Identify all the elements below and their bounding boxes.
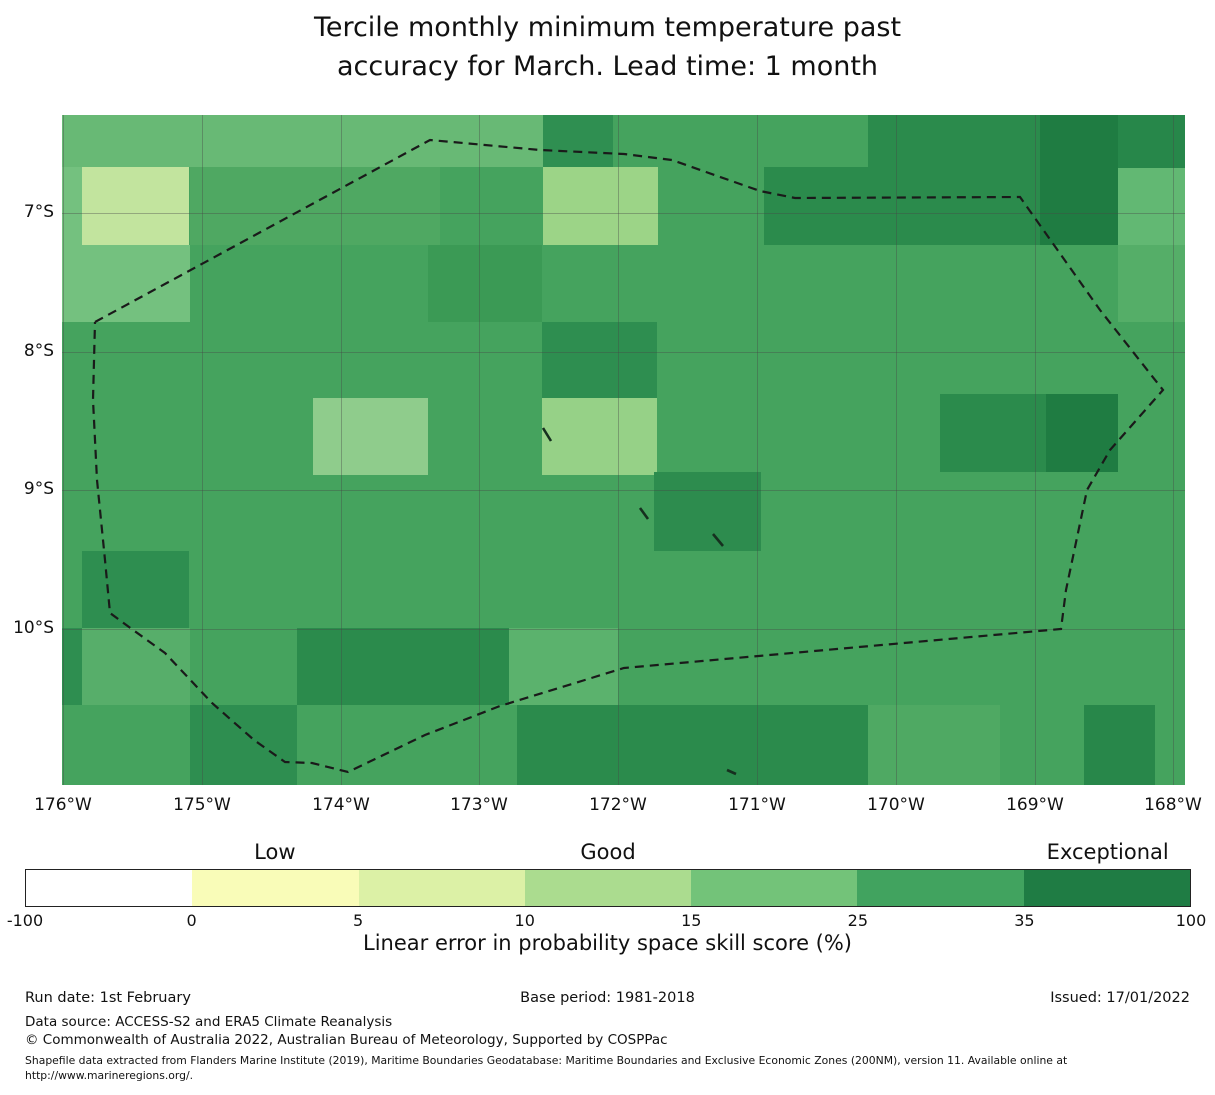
x-tick-label: 168°W xyxy=(1144,795,1202,815)
skill-cell xyxy=(297,628,509,705)
skill-cell xyxy=(1046,394,1118,472)
skill-cell xyxy=(82,551,189,628)
latitude-gridline xyxy=(62,490,1185,491)
y-tick-label: 8°S xyxy=(23,341,54,361)
skill-cell xyxy=(1118,168,1185,245)
footer-row: Run date: 1st February Base period: 1981… xyxy=(25,990,1190,1010)
colorbar-segment xyxy=(857,870,1024,906)
skill-cell xyxy=(542,398,657,475)
data-source-text: Data source: ACCESS-S2 and ERA5 Climate … xyxy=(25,1014,393,1030)
skill-cell xyxy=(868,705,1000,785)
map-area: 176°W 175°W 174°W 173°W 172°W 171°W 170°W 169°W… xyxy=(13,115,1202,815)
skill-cell xyxy=(62,628,82,705)
x-tick-label: 174°W xyxy=(312,795,370,815)
longitude-gridline xyxy=(896,115,897,785)
shapefile-note-text: Shapefile data extracted from Flanders M… xyxy=(25,1054,1068,1082)
longitude-gridline xyxy=(1173,115,1174,785)
x-tick-label: 169°W xyxy=(1006,795,1064,815)
skill-cell xyxy=(62,115,543,167)
colorbar-segment xyxy=(524,870,692,906)
y-tick-label: 10°S xyxy=(13,618,54,638)
x-tick-label: 171°W xyxy=(728,795,786,815)
skill-cell xyxy=(1118,245,1185,322)
x-tick-label: 170°W xyxy=(867,795,925,815)
skill-cell xyxy=(654,472,761,551)
skill-cell xyxy=(313,398,428,475)
map-canvas xyxy=(62,115,1185,785)
x-tick-label: 173°W xyxy=(450,795,508,815)
skill-cell xyxy=(543,115,613,167)
x-tick-label: 172°W xyxy=(589,795,647,815)
colorbar-tick-label: 0 xyxy=(186,911,197,930)
issued-text: Issued: 17/01/2022 xyxy=(1050,990,1190,1006)
longitude-gridline xyxy=(63,115,64,785)
skill-cell xyxy=(509,628,618,705)
colorbar-tick-label: 10 xyxy=(514,911,535,930)
colorbar-segment xyxy=(358,870,525,906)
colorbar-segment xyxy=(192,870,359,906)
colorbar-segment xyxy=(691,870,858,906)
skill-cell xyxy=(82,245,190,322)
figure-title: Tercile monthly minimum temperature past… xyxy=(0,8,1215,86)
longitude-gridline xyxy=(1035,115,1036,785)
colorbar-segment xyxy=(26,870,193,906)
skill-cell xyxy=(82,628,190,705)
colorbar-tick-labels: -100 0 5 10 15 25 35 100 xyxy=(7,911,1206,931)
colorbar-category-label: Exceptional xyxy=(1046,840,1169,864)
skill-cell xyxy=(764,167,1040,245)
longitude-gridline xyxy=(757,115,758,785)
run-date-text: Run date: 1st February xyxy=(25,990,191,1006)
figure-title-line2: accuracy for March. Lead time: 1 month xyxy=(336,51,879,83)
skill-cell xyxy=(190,167,440,245)
figure-title-line1: Tercile monthly minimum temperature past xyxy=(313,12,902,43)
skill-cell xyxy=(62,167,82,322)
colorbar-tick-label: 35 xyxy=(1014,911,1035,930)
skill-cell xyxy=(82,167,189,245)
skill-cell xyxy=(940,394,1046,472)
x-tick-label: 175°W xyxy=(173,795,231,815)
longitude-gridline xyxy=(341,115,342,785)
colorbar-tick-label: 100 xyxy=(1175,911,1207,930)
skill-cell xyxy=(542,322,657,398)
skill-cell xyxy=(190,705,297,785)
skill-cell xyxy=(868,115,1040,167)
colorbar-tick-label: 15 xyxy=(681,911,702,930)
colorbar xyxy=(25,869,1191,907)
colorbar-category-labels: Low Good Exceptional xyxy=(25,840,1191,866)
colorbar-category-label: Good xyxy=(580,840,636,864)
skill-cell xyxy=(1040,115,1118,245)
latitude-gridline xyxy=(62,352,1185,353)
colorbar-tick-label: 25 xyxy=(847,911,869,930)
colorbar-tick-label: 5 xyxy=(353,911,364,930)
x-tick-label: 176°W xyxy=(34,795,92,815)
longitude-gridline xyxy=(618,115,619,785)
y-tick-label: 9°S xyxy=(23,479,54,499)
longitude-gridline xyxy=(202,115,203,785)
skill-cell xyxy=(1084,705,1155,785)
colorbar-axis-label: Linear error in probability space skill … xyxy=(363,931,852,955)
skill-cell xyxy=(543,167,658,245)
skill-cell xyxy=(428,245,542,322)
copyright-text: © Commonwealth of Australia 2022, Austra… xyxy=(25,1032,668,1048)
colorbar-segment xyxy=(1023,870,1190,906)
latitude-gridline xyxy=(62,213,1185,214)
latitude-gridline xyxy=(62,629,1185,630)
longitude-gridline xyxy=(479,115,480,785)
base-period-text: Base period: 1981-2018 xyxy=(520,990,695,1006)
colorbar-category-label: Low xyxy=(254,840,296,864)
y-tick-label: 7°S xyxy=(23,202,54,222)
skill-cell xyxy=(517,705,868,785)
skill-cell xyxy=(1118,115,1185,168)
colorbar-tick-label: -100 xyxy=(6,911,44,930)
